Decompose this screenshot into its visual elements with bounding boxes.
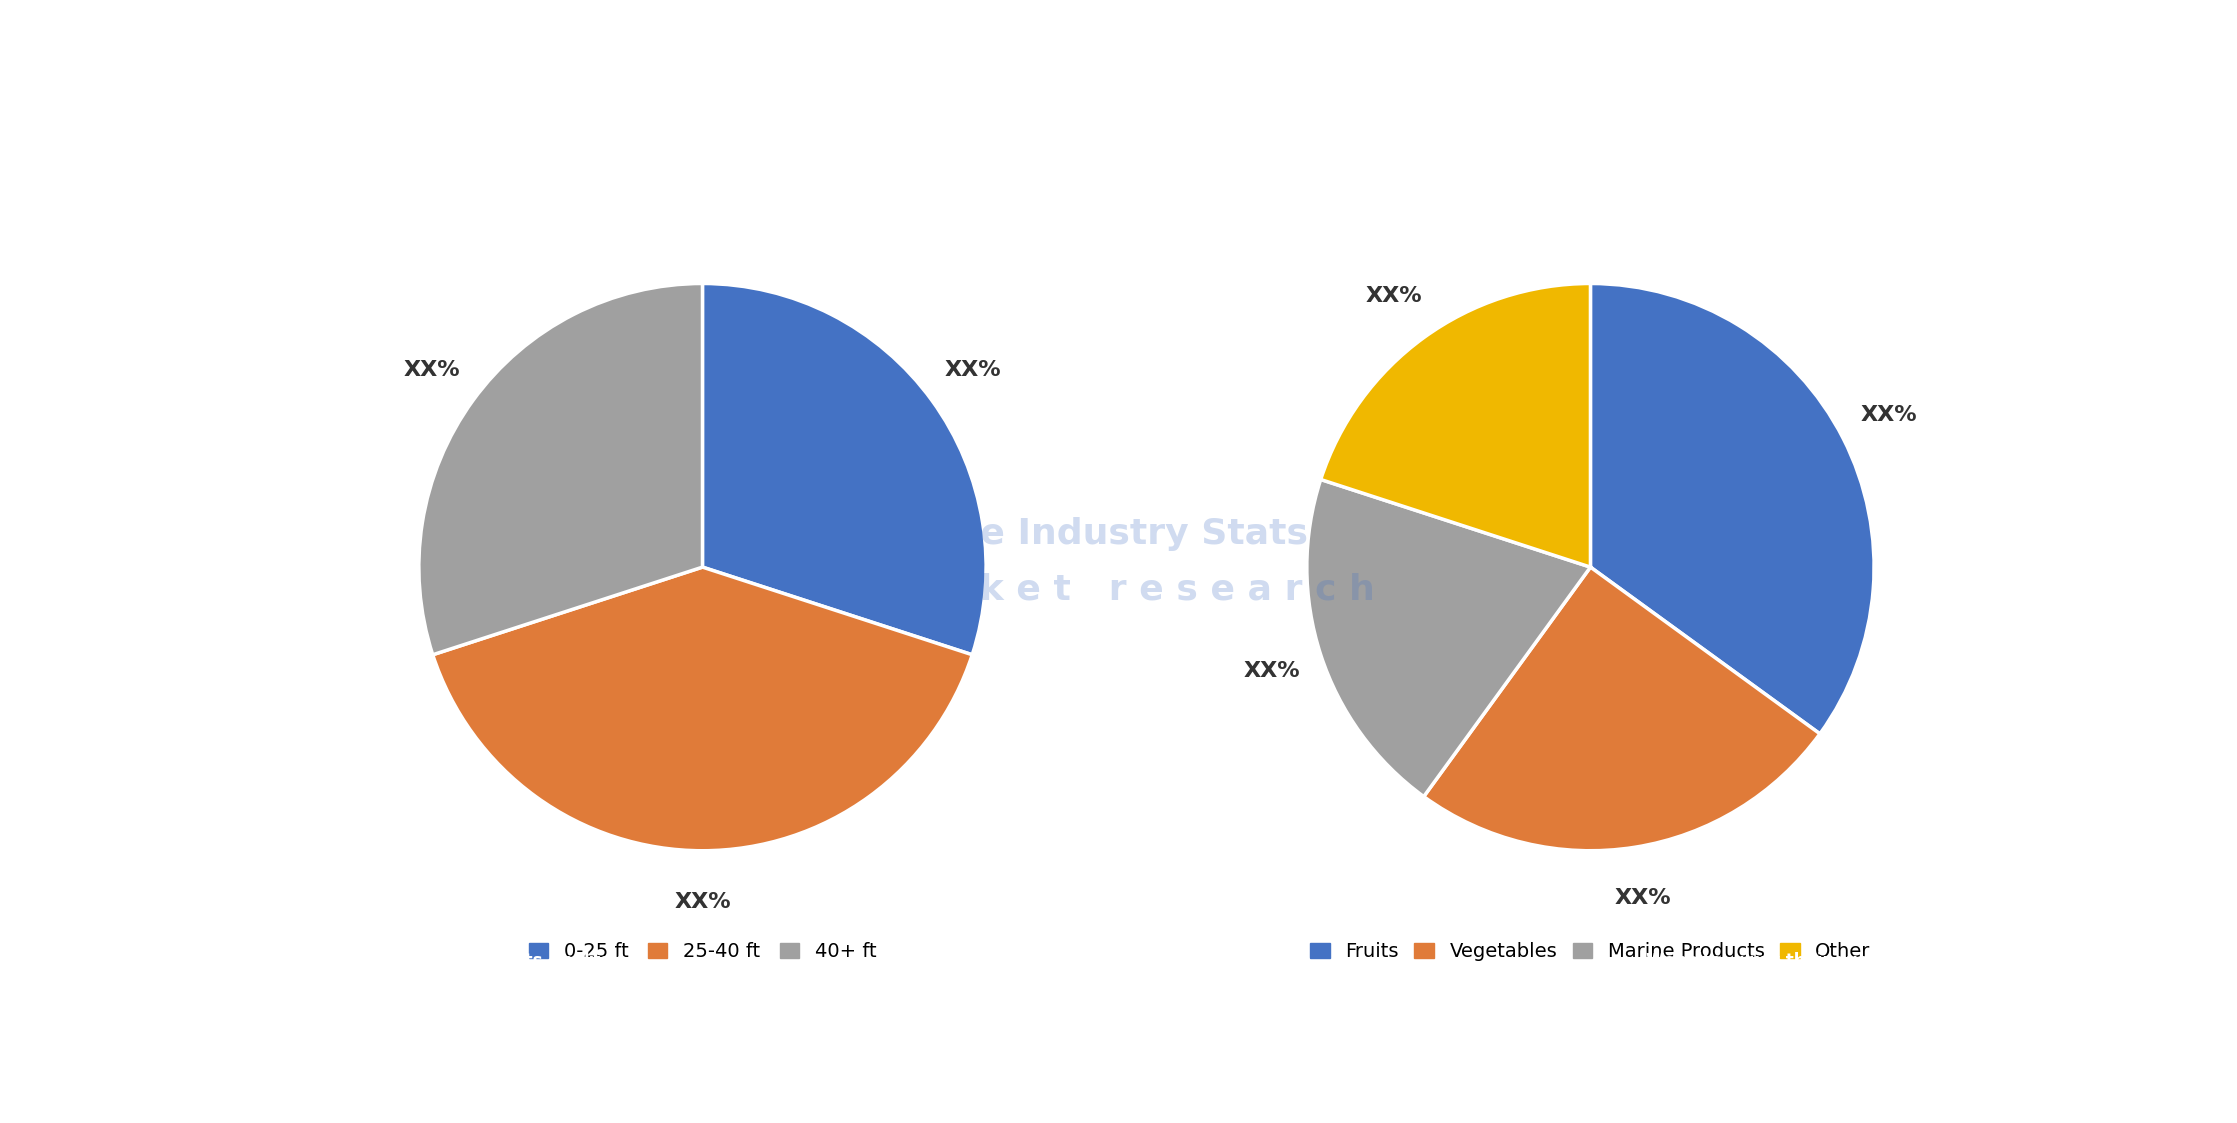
Wedge shape [1306, 480, 1591, 796]
Text: XX%: XX% [944, 360, 1002, 381]
Text: XX%: XX% [1365, 286, 1423, 307]
Text: XX%: XX% [1615, 887, 1671, 907]
Wedge shape [1423, 567, 1821, 851]
Text: Fig. Global ISO Refrigerated Container Market Share by Product Types & Applicati: Fig. Global ISO Refrigerated Container M… [306, 162, 1499, 185]
Legend: 0-25 ft, 25-40 ft, 40+ ft: 0-25 ft, 25-40 ft, 40+ ft [521, 934, 884, 969]
Legend: Fruits, Vegetables, Marine Products, Other: Fruits, Vegetables, Marine Products, Oth… [1302, 934, 1879, 969]
Text: XX%: XX% [403, 360, 461, 381]
Wedge shape [1591, 283, 1875, 733]
Text: Website: www.theindustrystats.com: Website: www.theindustrystats.com [1646, 951, 1986, 969]
Text: Email: sales@theindustrystats.com: Email: sales@theindustrystats.com [982, 951, 1311, 969]
Text: XX%: XX% [1244, 660, 1300, 681]
Wedge shape [432, 567, 973, 851]
Text: XX%: XX% [1861, 405, 1917, 426]
Text: XX%: XX% [673, 892, 731, 912]
Text: Source: Theindustrystats Analysis: Source: Theindustrystats Analysis [306, 951, 626, 969]
Wedge shape [702, 283, 987, 655]
Wedge shape [418, 283, 702, 655]
Text: The Industry Stats
m a r k e t   r e s e a r c h: The Industry Stats m a r k e t r e s e a… [861, 517, 1376, 606]
Wedge shape [1320, 283, 1591, 567]
